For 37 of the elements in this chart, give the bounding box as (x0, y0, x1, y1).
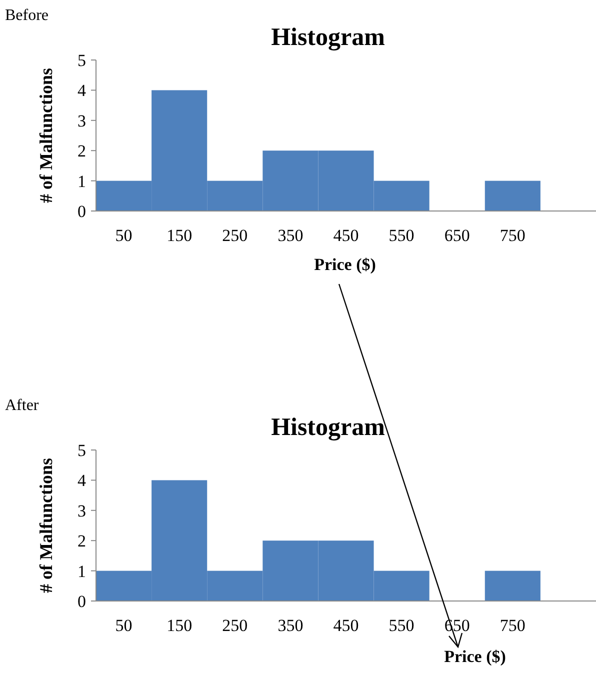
y-tick-label: 5 (78, 440, 86, 460)
y-tick-label: 5 (78, 50, 86, 70)
x-tick-label: 50 (115, 616, 132, 635)
bar (484, 180, 540, 211)
x-tick-label: 750 (500, 616, 526, 635)
x-axis-title: Price ($) (444, 647, 506, 666)
x-tick-label: 450 (333, 226, 359, 245)
y-tick-label: 3 (78, 501, 86, 520)
text: Before (5, 7, 49, 24)
x-tick-label: 350 (278, 616, 304, 635)
y-tick-label: 0 (78, 202, 86, 221)
x-axis-title: Price ($) (314, 255, 376, 274)
y-tick-label: 3 (78, 111, 86, 130)
x-tick-label: 550 (388, 226, 414, 245)
x-tick-label: 250 (222, 616, 248, 635)
y-axis-title: # of Malfunctions (36, 68, 56, 203)
x-tick-label: 650 (444, 226, 470, 245)
text: After (5, 397, 40, 414)
y-axis-title: # of Malfunctions (36, 458, 56, 593)
y-tick-label: 2 (78, 142, 86, 161)
y-tick-label: 0 (78, 592, 86, 611)
y-tick-label: 1 (78, 562, 86, 581)
y-tick-label: 4 (78, 81, 86, 100)
chart-title: Histogram (271, 24, 386, 51)
y-tick-label: 4 (78, 471, 86, 490)
x-tick-label: 450 (333, 616, 359, 635)
x-tick-label: 150 (166, 616, 192, 635)
x-tick-label: 750 (500, 226, 526, 245)
y-tick-label: 2 (78, 532, 86, 551)
x-tick-label: 550 (388, 616, 414, 635)
x-tick-label: 150 (166, 226, 192, 245)
bar (484, 570, 540, 601)
chart-title: Histogram (271, 414, 386, 441)
x-tick-label: 50 (115, 226, 132, 245)
y-tick-label: 1 (78, 172, 86, 191)
x-tick-label: 350 (278, 226, 304, 245)
x-tick-label: 250 (222, 226, 248, 245)
